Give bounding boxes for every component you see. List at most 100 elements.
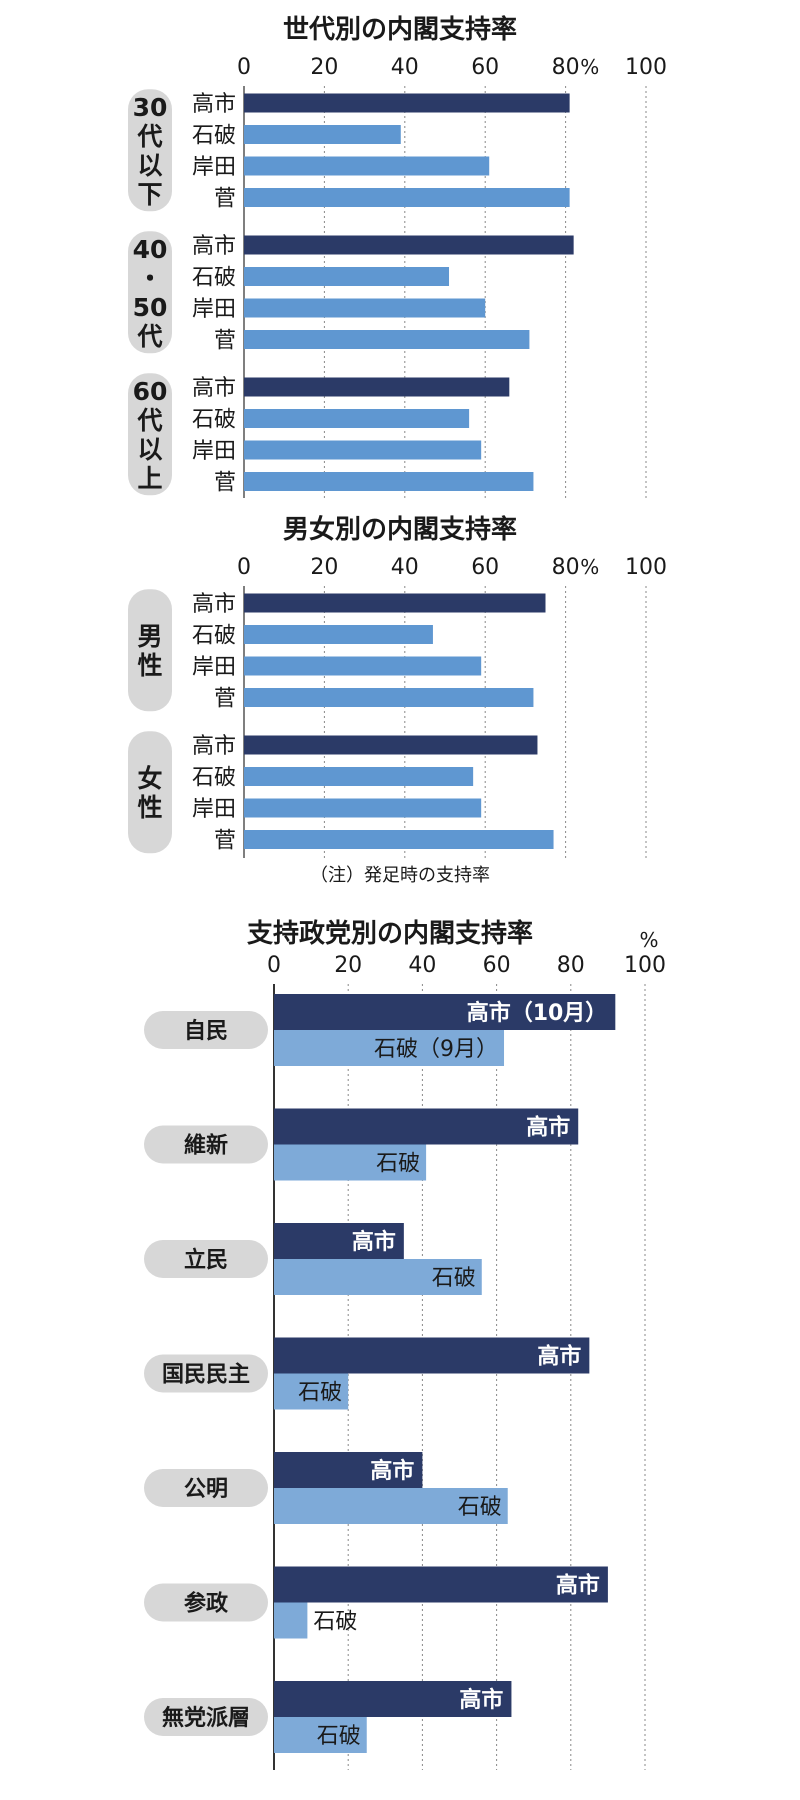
bar xyxy=(244,593,546,613)
bar-series-2 xyxy=(274,1030,505,1066)
x-tick-label: 0 xyxy=(237,555,251,580)
bar-category-label: 岸田 xyxy=(192,655,236,680)
group-label: 上 xyxy=(137,464,162,493)
bar-category-label: 高市 xyxy=(192,734,236,759)
bar-category-label: 高市 xyxy=(192,376,236,401)
bar-series-1 xyxy=(274,1108,579,1145)
bar-series-2 xyxy=(274,1717,367,1753)
x-tick-label: 0 xyxy=(237,55,251,80)
group-pill xyxy=(128,231,172,354)
bar-category-label: 高市 xyxy=(192,92,236,117)
bar-category-label: 菅 xyxy=(214,329,236,354)
group-pill xyxy=(128,373,172,496)
category-pill xyxy=(144,1469,268,1507)
bar-label-series-1: 高市 xyxy=(537,1344,581,1370)
bar xyxy=(244,767,474,786)
bar-label-series-2: 石破（9月） xyxy=(374,1037,498,1062)
category-pill xyxy=(144,1698,268,1736)
bar-category-label: 石破 xyxy=(192,408,236,433)
x-tick-label: 80 xyxy=(552,55,580,80)
bar-label-series-2: 石破 xyxy=(376,1152,420,1177)
bar xyxy=(244,188,570,207)
group-label: 性 xyxy=(137,651,162,680)
bar-series-1 xyxy=(274,1566,608,1603)
bar-label-series-1: 高市 xyxy=(459,1687,503,1713)
group-label: 女 xyxy=(137,764,162,793)
bar-category-label: 高市 xyxy=(192,234,236,259)
bar xyxy=(244,93,570,113)
bar xyxy=(244,656,482,676)
bar-category-label: 石破 xyxy=(192,766,236,791)
bar-label-series-2: 石破 xyxy=(313,1610,357,1635)
group-label: 以 xyxy=(137,435,162,464)
bar xyxy=(244,440,482,460)
bar xyxy=(244,625,433,644)
bar xyxy=(244,267,450,286)
x-tick-label: 40 xyxy=(391,555,419,580)
bar-series-1 xyxy=(274,1337,590,1374)
bar xyxy=(244,472,534,491)
category-label: 無党派層 xyxy=(162,1705,250,1731)
group-label: 代 xyxy=(136,406,162,435)
bar-series-2 xyxy=(274,1602,308,1639)
bar xyxy=(244,125,401,144)
x-tick-label: 100 xyxy=(625,555,667,580)
category-label: 自民 xyxy=(184,1018,228,1044)
bar-category-label: 菅 xyxy=(214,687,236,712)
x-tick-label: 60 xyxy=(471,55,499,80)
x-tick-label: 80 xyxy=(552,555,580,580)
bar-category-label: 菅 xyxy=(214,187,236,212)
bar xyxy=(244,688,534,707)
x-tick-label: 0 xyxy=(267,953,281,978)
bar-label-series-1: 高市（10月） xyxy=(467,1000,608,1026)
bar-label-series-2: 石破 xyxy=(432,1266,476,1291)
x-tick-label: 20 xyxy=(310,55,338,80)
bar-series-2 xyxy=(274,1373,349,1410)
bar-series-2 xyxy=(274,1259,482,1295)
group-label: 下 xyxy=(137,180,162,209)
chart-title: 男女別の内閣支持率 xyxy=(283,514,517,545)
bar-label-series-2: 石破 xyxy=(458,1495,502,1520)
bar-category-label: 菅 xyxy=(214,829,236,854)
chart-title: 支持政党別の内閣支持率 xyxy=(247,918,533,949)
bar-label-series-2: 石破 xyxy=(298,1381,342,1406)
x-tick-label: 40 xyxy=(391,55,419,80)
bar-category-label: 菅 xyxy=(214,471,236,496)
chart-title: 世代別の内閣支持率 xyxy=(283,14,517,45)
category-pill xyxy=(144,1583,268,1622)
category-label: 参政 xyxy=(184,1591,229,1617)
bar-series-2 xyxy=(274,1144,427,1181)
bar-label-series-1: 高市 xyxy=(352,1229,396,1255)
group-label: 代 xyxy=(136,122,162,151)
chart-note: （注）発足時の支持率 xyxy=(310,865,490,886)
group-label: 50 xyxy=(133,293,168,322)
x-tick-label: 100 xyxy=(624,953,666,978)
bar xyxy=(244,156,490,176)
category-label: 国民民主 xyxy=(162,1363,250,1388)
group-label: 30 xyxy=(133,93,168,122)
x-tick-label: 20 xyxy=(310,555,338,580)
bar-series-1 xyxy=(274,1452,423,1488)
bar-category-label: 石破 xyxy=(192,624,236,649)
bar-category-label: 高市 xyxy=(192,592,236,617)
group-label: 40 xyxy=(133,235,168,264)
category-pill xyxy=(144,1125,268,1164)
group-label: ・ xyxy=(137,264,162,293)
bar-category-label: 岸田 xyxy=(192,297,236,322)
group-pill xyxy=(128,731,172,854)
bar xyxy=(244,298,486,318)
bar xyxy=(244,235,574,255)
group-label: 以 xyxy=(137,151,162,180)
bar-category-label: 岸田 xyxy=(192,797,236,822)
category-label: 公明 xyxy=(184,1477,228,1502)
category-label: 立民 xyxy=(184,1247,228,1273)
group-label: 性 xyxy=(137,793,162,822)
bar-label-series-2: 石破 xyxy=(317,1724,361,1749)
group-label: 男 xyxy=(137,622,162,651)
bar-series-1 xyxy=(274,1681,512,1717)
bar xyxy=(244,330,530,349)
bar-label-series-1: 高市 xyxy=(556,1573,600,1599)
bar-category-label: 岸田 xyxy=(192,439,236,464)
x-tick-label: 40 xyxy=(408,953,436,978)
